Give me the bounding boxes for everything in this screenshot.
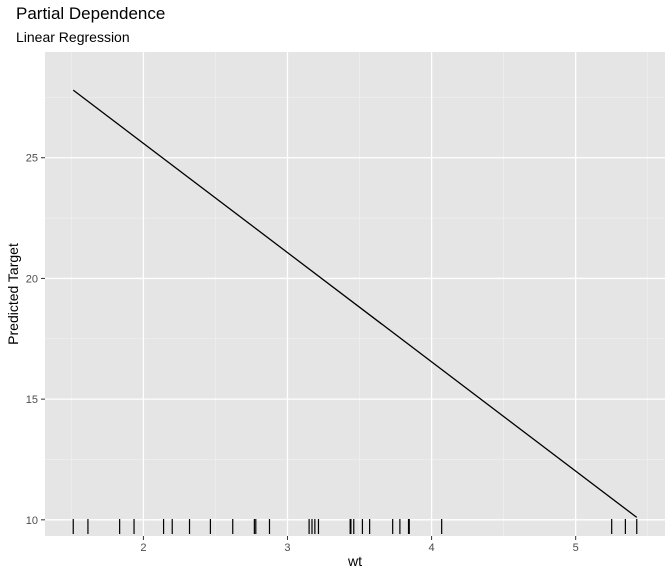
x-axis-label: wt xyxy=(347,553,362,569)
grid-minor xyxy=(45,52,665,536)
y-tick-label: 20 xyxy=(26,273,38,285)
grid-major xyxy=(45,52,665,536)
x-tick-label: 4 xyxy=(429,542,435,554)
y-tick-label: 15 xyxy=(26,394,38,406)
rug-layer xyxy=(72,519,638,534)
series-layer xyxy=(72,89,638,518)
chart-subtitle: Linear Regression xyxy=(16,29,130,45)
y-axis-label: Predicted Target xyxy=(5,243,21,345)
chart-title: Partial Dependence xyxy=(16,4,166,23)
y-tick-label: 25 xyxy=(26,153,38,165)
x-tick-label: 5 xyxy=(573,542,579,554)
x-tick-label: 3 xyxy=(284,542,290,554)
y-tick-label: 10 xyxy=(26,515,38,527)
series-line xyxy=(72,89,638,518)
axis-ticks xyxy=(41,157,577,540)
plot-panel xyxy=(45,52,665,536)
axis-tick-labels: 2 3 4 5 10 15 20 25 xyxy=(26,153,579,554)
x-tick-label: 2 xyxy=(140,542,146,554)
